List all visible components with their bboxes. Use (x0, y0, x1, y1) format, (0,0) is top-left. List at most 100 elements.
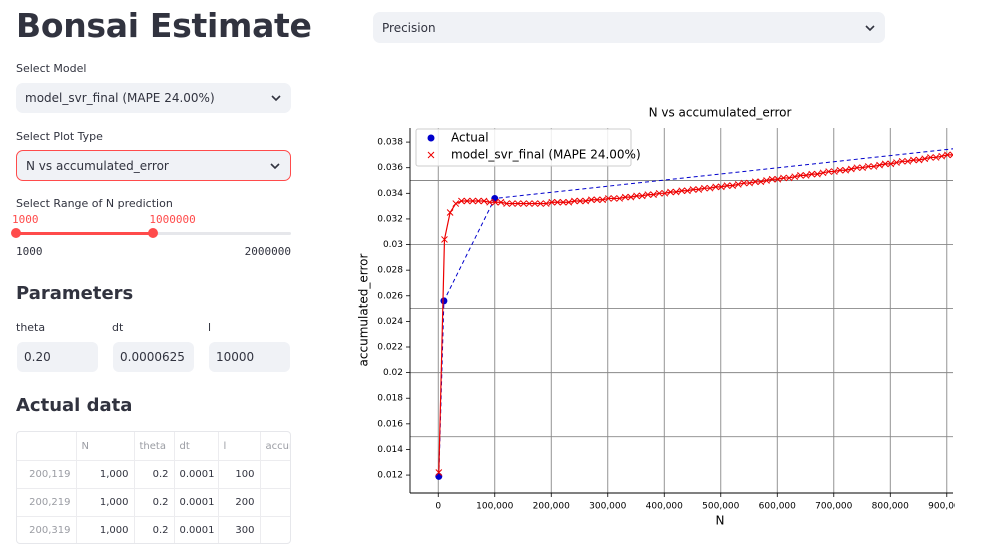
slider-high-thumb[interactable] (148, 228, 159, 238)
point (847, 165, 855, 173)
slider-fill (16, 232, 154, 235)
point (763, 177, 770, 184)
range-slider[interactable]: 1000 1000000 1000 2000000 (0, 210, 300, 260)
table-cell: 0.0001 (174, 460, 219, 489)
table-cell: 1,000 (76, 516, 135, 543)
x-tick-label: 0 (435, 502, 441, 512)
param-input[interactable]: 0.0000625 (113, 342, 194, 372)
table-cell: 0.2 (134, 516, 175, 543)
table-cell: 100 (218, 460, 261, 489)
slider-low-thumb[interactable] (11, 228, 21, 238)
y-tick-label: 0.018 (377, 394, 403, 404)
y-tick-label: 0.028 (377, 266, 403, 276)
point (887, 160, 895, 168)
table-cell-clipped (260, 460, 290, 489)
legend-box (415, 128, 632, 167)
point (655, 189, 663, 197)
column-header: theta (134, 432, 175, 461)
point (774, 175, 782, 183)
y-tick-label: 0.036 (377, 163, 403, 173)
y-tick-label: 0.038 (377, 138, 403, 148)
point (576, 197, 584, 205)
data-table: Nthetadtlaccumulated_error200,1191,0000.… (16, 431, 291, 544)
point (893, 159, 900, 166)
column-header: dt (174, 432, 219, 461)
point (949, 151, 953, 159)
point (571, 197, 578, 205)
point (864, 163, 872, 170)
point (904, 157, 912, 165)
table: Nthetadtlaccumulated_error200,1191,0000.… (17, 432, 290, 543)
table-cell: 1,000 (76, 460, 135, 489)
param-input[interactable]: 10000 (209, 342, 290, 372)
point (435, 469, 443, 476)
chevron (270, 162, 280, 169)
point (661, 189, 669, 197)
point (876, 161, 883, 169)
model-value: model_svr_final (MAPE 24.00%) (25, 91, 215, 105)
point (537, 200, 544, 207)
slider-min: 1000 (16, 245, 43, 258)
point (480, 197, 488, 205)
x-tick-label: 600,000 (759, 502, 796, 512)
point (621, 193, 629, 201)
point (441, 236, 448, 243)
x-tick-label: 700,000 (815, 502, 852, 512)
plot-type-value: N vs accumulated_error (26, 158, 169, 173)
plot-area (435, 148, 953, 480)
point (616, 195, 623, 202)
point (932, 154, 940, 161)
actual-data-heading: Actual data (16, 395, 133, 416)
point (452, 200, 460, 207)
model-select[interactable]: model_svr_final (MAPE 24.00%) (16, 83, 291, 113)
point (644, 191, 652, 198)
y-tick-label: 0.012 (377, 471, 403, 481)
point (633, 192, 640, 200)
point (672, 188, 680, 196)
x-tick-label: 500,000 (702, 502, 739, 512)
point (542, 200, 550, 207)
plot-type-select[interactable]: N vs accumulated_error (16, 150, 291, 181)
param-input[interactable]: 0.20 (17, 342, 98, 372)
point (446, 209, 454, 216)
point (740, 179, 748, 187)
point (458, 197, 465, 205)
series-line (438, 154, 953, 473)
point (588, 196, 595, 204)
point (599, 196, 607, 204)
param-label: dt (112, 321, 124, 334)
y-tick-label: 0.014 (377, 445, 403, 455)
point (808, 170, 816, 178)
point (881, 160, 889, 168)
point (440, 297, 448, 305)
y-tick-label: 0.026 (377, 291, 403, 301)
point (525, 200, 533, 207)
point (701, 184, 708, 192)
point (836, 166, 844, 174)
table-row: 200,319 1,000 0.2 0.0001 300 (17, 516, 290, 543)
point (463, 197, 471, 205)
range-label: Select Range of N prediction (16, 197, 173, 210)
x-axis-label: N (716, 514, 725, 528)
index-header (17, 432, 77, 461)
point (819, 169, 827, 177)
point (797, 172, 804, 179)
point (475, 197, 482, 205)
table-row: 200,219 1,000 0.2 0.0001 200 (17, 488, 290, 517)
point (508, 200, 516, 207)
x-tick-label: 400,000 (646, 502, 683, 512)
point (491, 198, 499, 206)
param-label: theta (16, 321, 46, 334)
point (734, 180, 742, 188)
table-cell-clipped (260, 516, 290, 543)
x-tick-label: 800,000 (872, 502, 909, 512)
point (802, 172, 810, 179)
point (712, 183, 720, 191)
table-cell: 0.0001 (174, 488, 219, 517)
x-tick-label: 300,000 (589, 502, 626, 512)
header-row: Nthetadtlaccumulated_error (17, 432, 290, 461)
parameters-heading: Parameters (16, 283, 134, 304)
point (791, 173, 799, 181)
metric-select[interactable]: Precision (373, 12, 885, 43)
slider-low-value: 1000 (12, 213, 39, 226)
